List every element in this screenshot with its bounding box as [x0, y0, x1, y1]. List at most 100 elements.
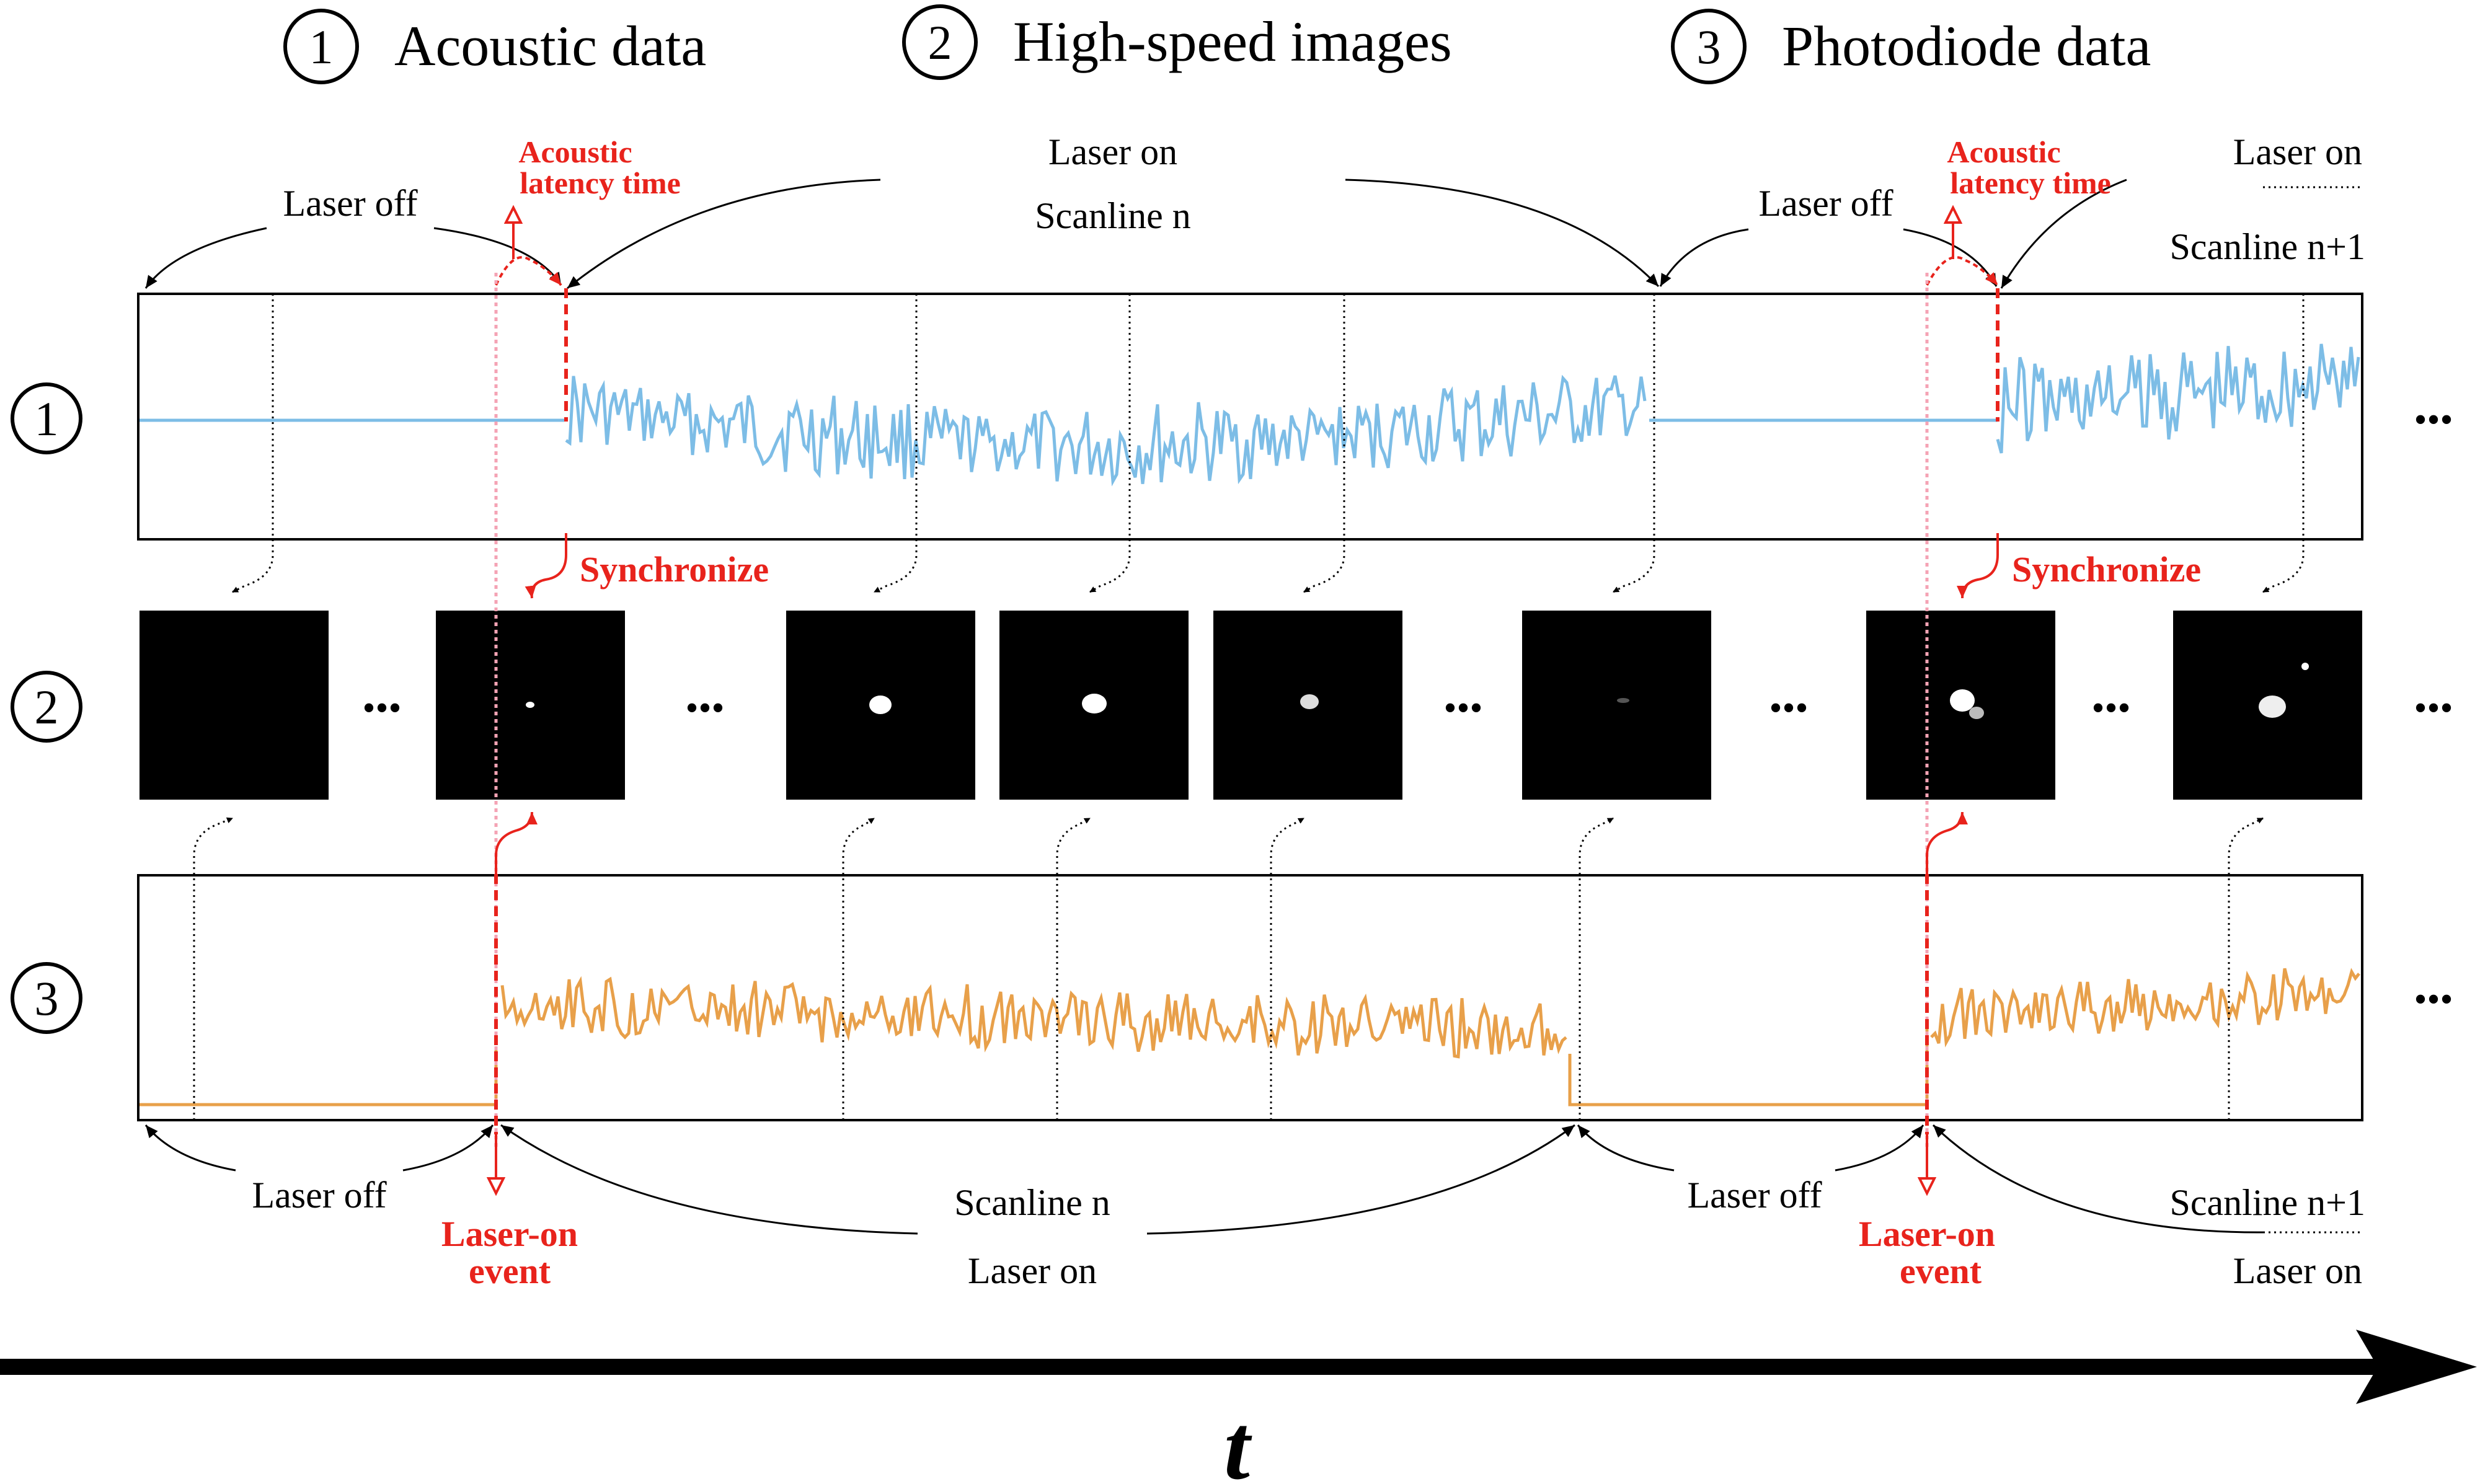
label-laser-on-right: Laser on — [2233, 131, 2362, 172]
label-scanline-n: Scanline n — [1035, 195, 1191, 236]
header-photodiode-data: 3 Photodiode data — [1671, 9, 2151, 84]
ellipsis: ••• — [2414, 399, 2453, 440]
sync-arrow-down — [1957, 533, 1999, 599]
photodiode-signal-scanline-n1 — [1930, 968, 2360, 1048]
ellipsis: ••• — [2091, 687, 2130, 728]
label-scanline-n1: Scanline n+1 — [2170, 1182, 2365, 1223]
label-laser-on: Laser on — [1048, 131, 1177, 172]
laser-off-arrow-left — [144, 227, 267, 289]
sync-arrow-up — [495, 811, 538, 874]
scanline-arrow-left — [567, 179, 881, 289]
time-axis-label: t — [1224, 1396, 1252, 1484]
circled-number-icon — [283, 9, 359, 84]
label-laser-off-2: Laser off — [1687, 1175, 1822, 1216]
top-annotations: Laser off Laser on Scanline n Laser off … — [144, 131, 2365, 289]
row-label-3: 3 — [11, 962, 82, 1034]
photodiode-signal-scanline-n — [500, 976, 1567, 1059]
acoustic-signal-scanline-n1 — [1996, 343, 2360, 454]
frame-cooling — [1522, 611, 1711, 800]
melt-pool-spot — [1969, 707, 1984, 719]
label-laser-on-right: Laser on — [2233, 1250, 2362, 1291]
header-label: Photodiode data — [1782, 14, 2151, 77]
row-label-2: 2 — [11, 671, 82, 743]
circled-number-icon — [11, 382, 82, 454]
laser-on-event-line-1: Synchronize Laser-on event — [441, 273, 769, 1291]
acoustic-latency-marker-1: Acoustic latency time — [495, 135, 681, 286]
latency-dashed-arc — [1926, 256, 1999, 286]
circled-number-icon — [1671, 9, 1747, 84]
scanline-n1-arrow — [2000, 179, 2127, 289]
row-number: 1 — [35, 392, 59, 446]
latency-label-line1: Acoustic — [518, 135, 632, 169]
header-number: 3 — [1697, 20, 1721, 74]
ellipsis: ••• — [685, 687, 724, 728]
row-number: 3 — [35, 971, 59, 1025]
frame-dark — [140, 611, 329, 800]
header-label: Acoustic data — [394, 14, 706, 77]
laser-on-event-label-line1: Laser-on — [1859, 1214, 1995, 1254]
acoustic-latency-marker-2: Acoustic latency time — [1926, 135, 2111, 286]
label-laser-off: Laser off — [252, 1175, 386, 1216]
latency-dashed-arc — [495, 256, 562, 286]
photodiode-panel — [137, 874, 2363, 1121]
time-axis: t — [0, 1330, 2477, 1484]
header-acoustic-data: 1 Acoustic data — [283, 9, 706, 84]
melt-pool-spot — [1300, 694, 1319, 709]
frame-ellipses: ••• ••• ••• ••• ••• ••• ••• ••• — [362, 399, 2453, 1020]
header-label: High-speed images — [1013, 10, 1452, 73]
circled-number-icon — [11, 671, 82, 743]
latency-label-line2: latency time — [1950, 166, 2111, 200]
laser-off-arrow-right — [402, 1124, 494, 1172]
acoustic-panel — [137, 293, 2363, 541]
label-laser-off-2: Laser off — [1758, 183, 1893, 224]
bottom-annotations: Laser off Scanline n Laser on Laser off … — [144, 1124, 2365, 1291]
scanline-arrow-right — [1345, 179, 1660, 288]
ellipsis: ••• — [2414, 687, 2453, 728]
sync-arrow-up — [1926, 811, 1968, 874]
sync-arrow-down — [525, 533, 567, 599]
acoustic-signal-scanline-n — [565, 374, 1647, 487]
photodiode-baseline-laser-off-2 — [1568, 1029, 1929, 1106]
ellipsis: ••• — [1769, 687, 1808, 728]
label-laser-on: Laser on — [968, 1250, 1097, 1291]
laser-off-2-arrow-left — [1659, 228, 1749, 287]
laser-on-event-label-line2: event — [469, 1251, 551, 1291]
ellipsis: ••• — [362, 687, 401, 728]
header-high-speed-images: 2 High-speed images — [902, 4, 1452, 80]
laser-on-event-label-line2: event — [1900, 1251, 1982, 1291]
circled-number-icon — [11, 962, 82, 1034]
melt-pool-spot — [869, 696, 892, 714]
latency-label-line1: Acoustic — [1947, 135, 2060, 169]
circled-number-icon — [902, 4, 978, 80]
scanline-arrow-left — [500, 1124, 918, 1235]
row-label-1: 1 — [11, 382, 82, 454]
header-number: 1 — [309, 20, 334, 74]
melt-pool-spot — [2259, 696, 2286, 718]
time-axis-arrowhead — [2356, 1330, 2477, 1404]
melt-pool-spot — [1082, 694, 1107, 713]
melt-pool-spot — [1617, 698, 1629, 703]
high-speed-frames — [140, 611, 2362, 800]
header-number: 2 — [928, 15, 952, 69]
laser-off-arrow-left — [144, 1124, 236, 1172]
melt-pool-spot — [526, 702, 534, 708]
synchronize-label: Synchronize — [580, 549, 769, 590]
row-number: 2 — [35, 680, 59, 734]
laser-off-2-arrow-right — [1835, 1124, 1924, 1172]
laser-off-2-arrow-left — [1577, 1124, 1675, 1172]
label-laser-off: Laser off — [283, 183, 417, 224]
latency-label-line2: latency time — [520, 166, 681, 200]
label-scanline-n: Scanline n — [954, 1182, 1110, 1223]
scanline-arrow-right — [1146, 1124, 1575, 1235]
ellipsis: ••• — [2414, 979, 2453, 1020]
label-scanline-n1: Scanline n+1 — [2170, 226, 2365, 267]
scanline-n1-arrow — [1932, 1124, 2264, 1234]
laser-on-event-label-line1: Laser-on — [441, 1214, 578, 1254]
laser-off-arrow-right — [433, 227, 562, 286]
ellipsis: ••• — [1443, 687, 1482, 728]
spatter-particle — [2301, 663, 2309, 670]
synchronize-label: Synchronize — [2012, 549, 2201, 590]
melt-pool-spot — [1950, 689, 1975, 712]
laser-on-event-line-2: Synchronize Laser-on event — [1859, 273, 2201, 1291]
